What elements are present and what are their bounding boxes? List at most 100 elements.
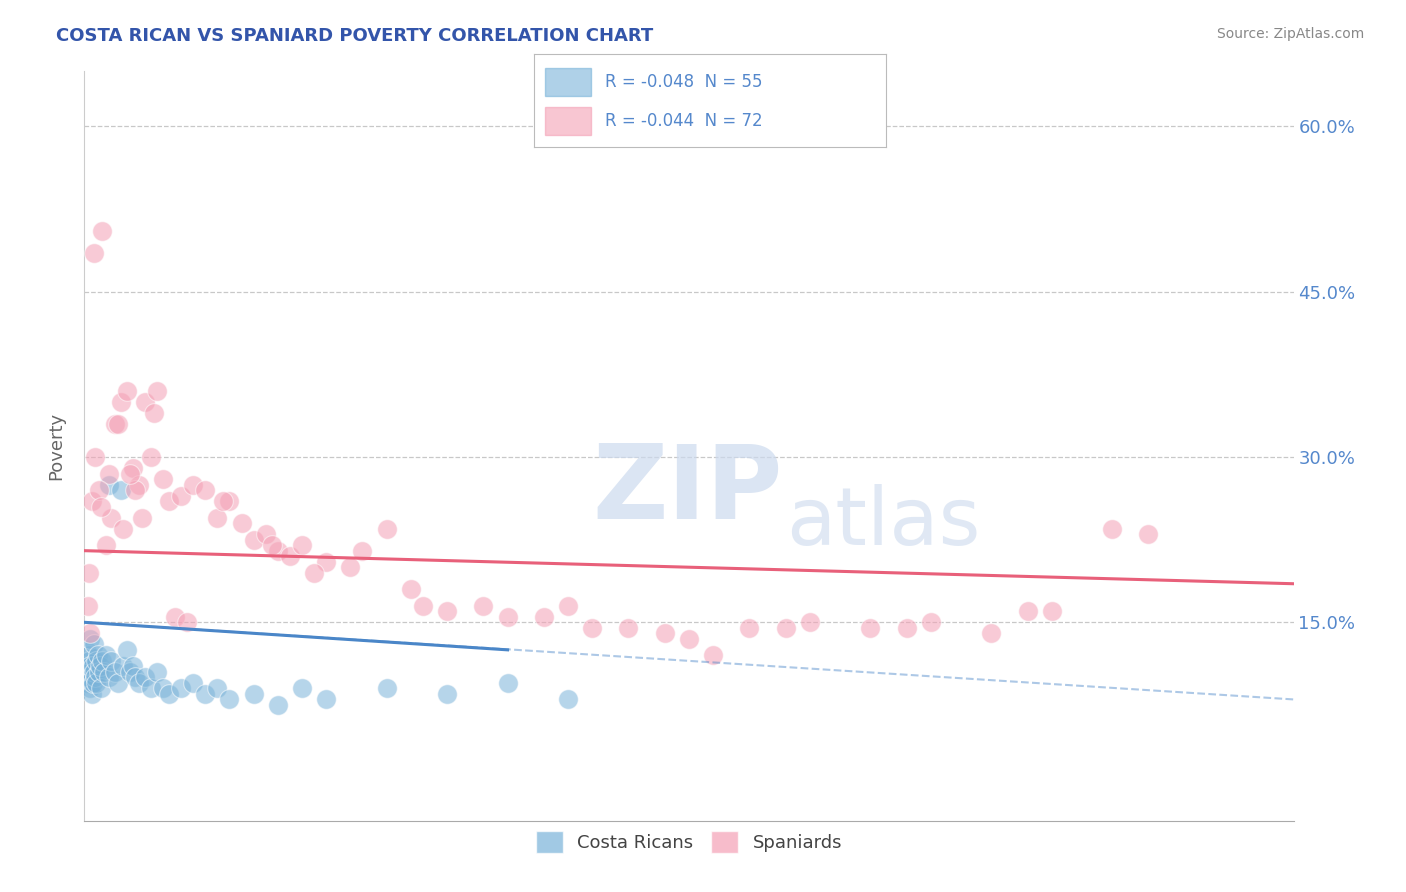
Bar (544, 107, 591, 136)
Point (152, 681, 174, 696)
Point (352, 543, 374, 558)
Point (139, 450, 162, 464)
Point (112, 522, 135, 536)
Point (581, 621, 603, 635)
Point (291, 681, 314, 696)
Point (124, 483, 146, 497)
Point (315, 692, 337, 706)
Point (86, 648, 108, 663)
Point (339, 560, 361, 574)
Text: ZIP: ZIP (592, 440, 783, 541)
Text: R = -0.044  N = 72: R = -0.044 N = 72 (605, 112, 762, 130)
Point (110, 483, 132, 497)
Point (115, 643, 138, 657)
Point (278, 549, 301, 564)
Point (134, 670, 156, 684)
Point (375, 681, 398, 696)
Point (1040, 604, 1063, 618)
Y-axis label: Poverty: Poverty (48, 412, 66, 480)
Point (110, 395, 132, 409)
Point (82, 659, 104, 673)
Point (120, 467, 142, 481)
Point (97, 477, 120, 491)
Point (112, 659, 135, 673)
Point (84, 670, 107, 684)
Text: COSTA RICAN VS SPANIARD POVERTY CORRELATION CHART: COSTA RICAN VS SPANIARD POVERTY CORRELAT… (56, 27, 654, 45)
Point (87, 665, 110, 679)
Point (115, 384, 138, 398)
Point (77, 566, 100, 580)
Point (738, 621, 761, 635)
Point (75, 643, 97, 657)
Point (702, 648, 724, 663)
Point (80, 494, 103, 508)
Point (139, 681, 162, 696)
Point (90, 681, 112, 696)
Point (165, 609, 187, 624)
Point (496, 676, 519, 690)
Point (104, 665, 127, 679)
Point (131, 510, 153, 524)
Point (79, 626, 101, 640)
Point (207, 510, 229, 524)
Point (242, 533, 264, 547)
Point (218, 692, 240, 706)
Point (79, 659, 101, 673)
Point (1101, 522, 1123, 536)
Point (412, 599, 434, 613)
Point (79, 681, 101, 696)
Text: R = -0.048  N = 55: R = -0.048 N = 55 (605, 72, 762, 91)
Point (1017, 604, 1039, 618)
Point (260, 538, 283, 552)
Point (76, 676, 98, 690)
Point (80, 687, 103, 701)
Point (436, 687, 458, 701)
Point (124, 670, 146, 684)
Point (146, 384, 169, 398)
Point (315, 555, 337, 569)
Point (83, 246, 105, 260)
Point (97, 670, 120, 684)
Point (980, 626, 1002, 640)
Point (97, 467, 120, 481)
Point (100, 510, 122, 524)
Point (194, 483, 217, 497)
Point (121, 659, 143, 673)
Point (104, 417, 127, 431)
Point (87, 483, 110, 497)
Point (207, 681, 229, 696)
Point (399, 582, 422, 597)
Point (90, 500, 112, 514)
Point (121, 461, 143, 475)
Point (231, 516, 253, 530)
Point (557, 692, 579, 706)
Point (75, 659, 97, 673)
Point (128, 477, 150, 491)
Point (212, 494, 235, 508)
Point (94, 538, 117, 552)
Point (302, 566, 325, 580)
Point (83, 637, 105, 651)
Point (157, 687, 180, 701)
Point (134, 395, 156, 409)
Point (859, 621, 882, 635)
Point (100, 654, 122, 668)
Point (146, 665, 169, 679)
Point (533, 609, 555, 624)
Point (170, 681, 193, 696)
Point (472, 599, 495, 613)
Point (94, 648, 117, 663)
Point (77, 670, 100, 684)
Point (76, 665, 98, 679)
Point (176, 615, 198, 630)
Bar (544, 68, 591, 95)
Point (77, 648, 100, 663)
Point (218, 494, 240, 508)
Point (89, 659, 111, 673)
Point (86, 676, 108, 690)
Point (128, 676, 150, 690)
Point (194, 687, 217, 701)
Point (152, 472, 174, 486)
Point (920, 615, 942, 630)
Point (107, 676, 129, 690)
